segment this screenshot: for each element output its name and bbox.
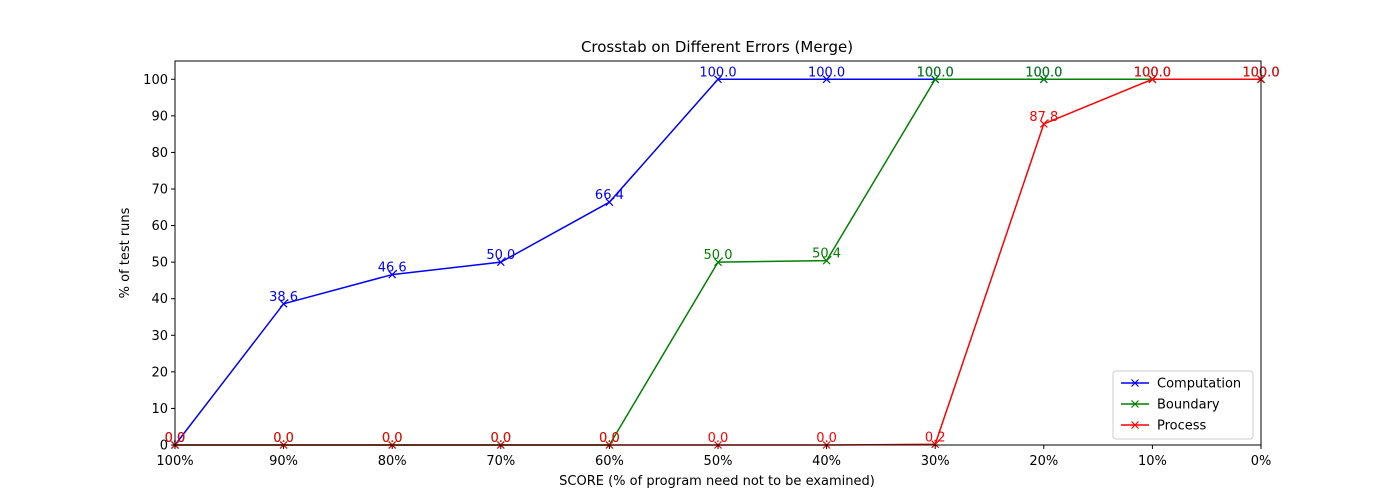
data-label: 46.6 <box>378 261 407 276</box>
x-tick-label: 30% <box>921 454 950 469</box>
point-marker-stroke <box>496 258 505 267</box>
y-tick-label: 70 <box>151 183 168 198</box>
legend-label: Boundary <box>1157 398 1220 413</box>
data-label: 50.4 <box>812 247 841 262</box>
x-tick-label: 50% <box>704 454 733 469</box>
data-point <box>1148 75 1157 84</box>
y-tick-label: 30 <box>151 329 168 344</box>
y-tick-label: 0 <box>160 439 168 454</box>
data-label: 100.0 <box>1025 65 1062 80</box>
y-tick-label: 60 <box>151 219 168 234</box>
data-point <box>388 270 397 279</box>
y-axis: 0 10 20 30 40 50 60 70 80 90 100 <box>143 73 175 454</box>
data-label: 0.0 <box>382 431 403 446</box>
data-point <box>931 75 940 84</box>
data-label: 100.0 <box>917 65 954 80</box>
y-tick-label: 80 <box>151 146 168 161</box>
x-tick-label: 60% <box>595 454 624 469</box>
y-tick-label: 50 <box>151 256 168 271</box>
data-label: 100.0 <box>1134 65 1171 80</box>
y-axis-label: % of test runs <box>118 207 133 298</box>
data-label: 0.2 <box>925 430 946 445</box>
x-tick-label: 80% <box>378 454 407 469</box>
data-point <box>714 75 722 84</box>
point-marker-stroke <box>279 299 288 308</box>
data-point <box>714 258 722 267</box>
data-label: 0.0 <box>490 431 511 446</box>
data-label: 66.4 <box>595 188 624 203</box>
data-label: 38.6 <box>269 290 298 305</box>
data-label: 100.0 <box>1134 65 1171 80</box>
data-label: 50.0 <box>486 248 515 263</box>
data-label: 0.0 <box>273 431 294 446</box>
y-tick-label: 20 <box>151 365 168 380</box>
data-label: 0.0 <box>599 431 620 446</box>
data-label: 0.0 <box>490 431 511 446</box>
series-boundary: 0.0 0.0 0.0 0.0 0.0 50.0 50.4 100.0 100.0 100.0 10… <box>165 65 1280 449</box>
x-tick-label: 100% <box>156 454 193 469</box>
legend-marker <box>1131 379 1139 387</box>
data-point <box>1039 119 1048 128</box>
legend-label: Computation <box>1157 377 1241 392</box>
legend-entry-process: Process <box>1121 419 1207 434</box>
legend-box <box>1112 370 1254 440</box>
data-point <box>822 75 831 84</box>
data-point <box>822 256 831 265</box>
y-tick-label: 90 <box>151 109 168 124</box>
data-label: 0.0 <box>708 431 729 446</box>
data-label: 87.8 <box>1029 110 1058 125</box>
data-point <box>1039 75 1048 84</box>
point-marker-stroke <box>714 258 722 267</box>
point-marker-stroke <box>822 256 831 265</box>
data-label: 100.0 <box>1134 65 1171 80</box>
legend-entry-computation: Computation <box>1121 377 1241 392</box>
data-label: 0.0 <box>599 431 620 446</box>
point-marker-stroke <box>822 75 831 84</box>
data-label: 100.0 <box>1025 65 1062 80</box>
data-point <box>931 440 940 449</box>
point-marker-stroke <box>605 198 614 207</box>
data-label: 100.0 <box>808 65 845 80</box>
x-tick-label: 0% <box>1251 454 1272 469</box>
data-point <box>279 299 288 308</box>
legend-marker <box>1131 421 1139 429</box>
point-marker-stroke <box>388 270 397 279</box>
data-point <box>496 258 505 267</box>
point-marker-stroke <box>1039 119 1048 128</box>
data-label: 0.0 <box>273 431 294 446</box>
y-tick-label: 10 <box>151 402 168 417</box>
legend: Computation Boundary Process <box>1112 370 1254 440</box>
legend-label: Process <box>1157 419 1207 434</box>
data-label: 0.0 <box>382 431 403 446</box>
point-marker-stroke <box>931 75 940 84</box>
point-marker-stroke <box>714 75 722 84</box>
point-marker-stroke <box>1039 75 1048 84</box>
y-tick-label: 40 <box>151 292 168 307</box>
legend-entry-boundary: Boundary <box>1121 398 1220 413</box>
x-tick-label: 90% <box>269 454 298 469</box>
y-tick-label: 100 <box>143 73 168 88</box>
legend-marker <box>1131 400 1139 408</box>
x-axis-label: SCORE (% of program need not to be exami… <box>559 474 875 489</box>
x-tick-label: 70% <box>486 454 515 469</box>
x-axis: 100% 90% 80% 70% 60% 50% 40% 30% 20% 10% 0% <box>156 445 1271 469</box>
data-label: 100.0 <box>699 65 736 80</box>
data-label: 0.0 <box>816 431 837 446</box>
plot-area: 0.0 38.6 46.6 50.0 66.4 100.0 100.0 100.0 100.0 1… <box>165 65 1280 449</box>
x-tick-label: 20% <box>1029 454 1058 469</box>
x-tick-label: 10% <box>1138 454 1167 469</box>
x-tick-label: 40% <box>812 454 841 469</box>
chart-title: Crosstab on Different Errors (Merge) <box>581 38 853 56</box>
data-point <box>605 198 614 207</box>
point-marker-stroke <box>931 440 940 449</box>
data-label: 50.0 <box>704 248 733 263</box>
data-label: 100.0 <box>917 65 954 80</box>
point-marker-stroke <box>1148 75 1157 84</box>
